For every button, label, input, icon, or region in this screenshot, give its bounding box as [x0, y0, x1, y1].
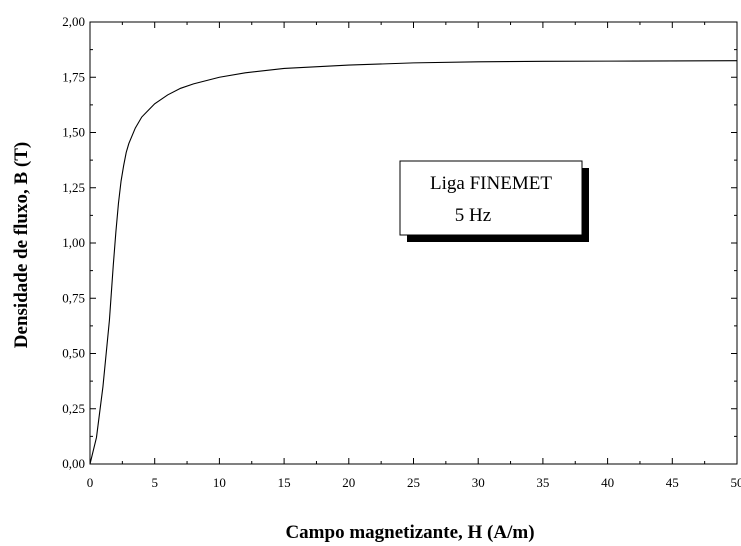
y-tick-label: 0,50	[62, 346, 85, 361]
y-tick-label: 2,00	[62, 14, 85, 29]
plot-area-border	[89, 21, 738, 465]
y-tick-label: 0,25	[62, 401, 85, 416]
x-tick-label: 35	[536, 475, 549, 490]
x-tick-label: 20	[342, 475, 355, 490]
y-tick-label: 1,00	[62, 235, 85, 250]
x-tick-label: 5	[151, 475, 158, 490]
x-tick-label: 15	[278, 475, 291, 490]
y-tick-label: 1,75	[62, 69, 85, 84]
y-tick-label: 0,75	[62, 290, 85, 305]
x-tick-label: 40	[601, 475, 614, 490]
y-tick-label: 1,50	[62, 125, 85, 140]
x-tick-label: 25	[407, 475, 420, 490]
series-line	[89, 60, 738, 465]
x-tick-label: 45	[666, 475, 679, 490]
annotation-box: Liga FINEMET 5 Hz	[399, 160, 589, 242]
x-tick-label: 50	[731, 475, 741, 490]
x-tick-label: 30	[472, 475, 485, 490]
y-tick-label: 0,00	[62, 456, 85, 471]
x-tick-label: 0	[87, 475, 94, 490]
y-tick-label: 1,25	[62, 180, 85, 195]
annotation-frame	[399, 160, 583, 236]
x-tick-label: 10	[213, 475, 226, 490]
annotation-line-1: Liga FINEMET	[430, 173, 552, 194]
plot-frame	[89, 21, 738, 465]
y-axis-ticks: 0,00 0,25 0,50 0,75 1,00 1,25 1,50 1,75 2,00	[62, 14, 737, 471]
annotation-line-2: 5 Hz	[455, 205, 491, 226]
x-axis-ticks: 0 5 10 15 20 25 30 35 40 45 50	[87, 22, 741, 490]
y-axis-title: Densidade de fluxo, B (T)	[11, 142, 32, 348]
x-axis-title: Campo magnetizante, H (A/m)	[285, 522, 534, 543]
